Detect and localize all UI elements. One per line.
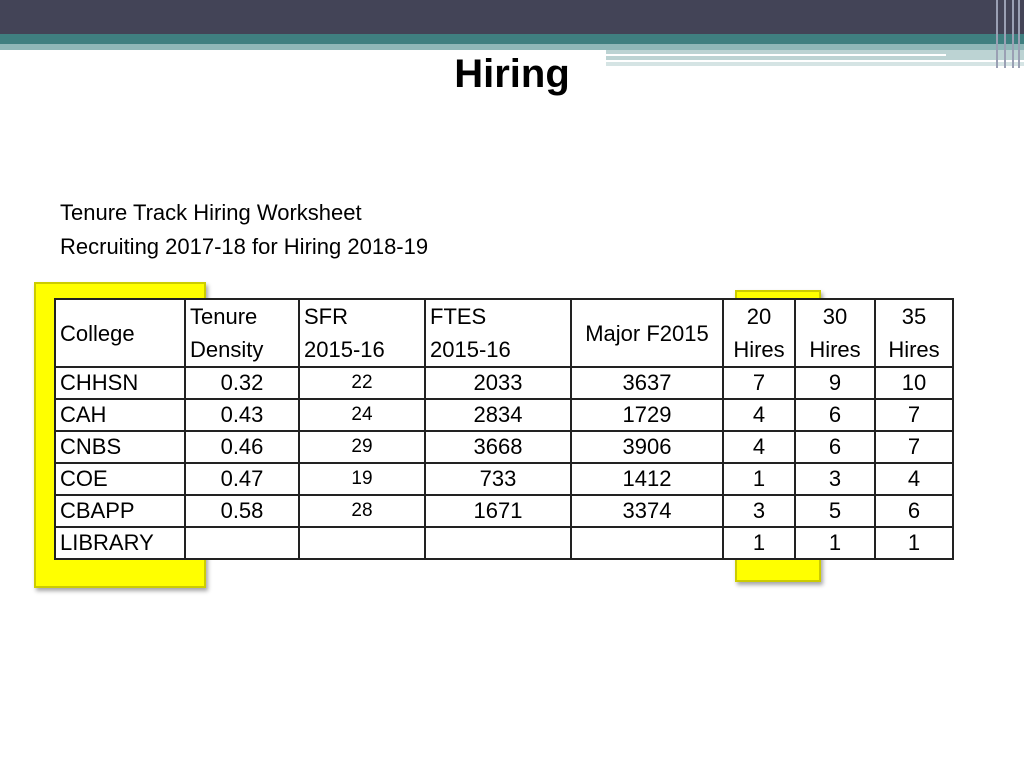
header-major: Major F2015 xyxy=(570,298,724,368)
slide-accent-band-light xyxy=(0,44,1024,50)
decor-line xyxy=(1018,0,1020,68)
cell-30-hires: 9 xyxy=(794,366,876,400)
header-ftes-l1: FTES xyxy=(430,304,487,329)
decor-line xyxy=(1012,0,1014,68)
decor-line xyxy=(1004,0,1006,68)
cell-20-hires: 1 xyxy=(722,526,796,560)
cell-20-hires: 4 xyxy=(722,430,796,464)
cell-30-hires: 6 xyxy=(794,398,876,432)
header-ftes-l2: 2015-16 xyxy=(430,337,511,362)
cell-sfr: 24 xyxy=(298,398,426,432)
decor-line xyxy=(996,0,998,68)
cell-sfr xyxy=(298,526,426,560)
cell-ftes: 2834 xyxy=(424,398,572,432)
header-20-hires: 20 Hires xyxy=(722,298,796,368)
header-30-l2: Hires xyxy=(809,337,861,362)
table-header-row: College Tenure Density SFR 2015-16 FTES … xyxy=(54,298,954,368)
header-20-l1: 20 xyxy=(746,304,772,329)
header-30-l1: 30 xyxy=(822,304,848,329)
cell-35-hires: 1 xyxy=(874,526,954,560)
table-row: CHHSN 0.32 22 2033 3637 7 9 10 xyxy=(54,366,954,400)
cell-20-hires: 1 xyxy=(722,462,796,496)
cell-ftes xyxy=(424,526,572,560)
cell-sfr: 19 xyxy=(298,462,426,496)
header-35-l2: Hires xyxy=(888,337,940,362)
cell-35-hires: 7 xyxy=(874,398,954,432)
cell-major: 1412 xyxy=(570,462,724,496)
cell-ftes: 3668 xyxy=(424,430,572,464)
header-tenure-l2: Density xyxy=(190,337,264,362)
cell-30-hires: 3 xyxy=(794,462,876,496)
cell-ftes: 1671 xyxy=(424,494,572,528)
header-tenure-l1: Tenure xyxy=(190,304,258,329)
cell-college: CNBS xyxy=(54,430,186,464)
table-row: CNBS 0.46 29 3668 3906 4 6 7 xyxy=(54,430,954,464)
worksheet-subtitle: Recruiting 2017-18 for Hiring 2018-19 xyxy=(60,234,429,259)
cell-sfr: 22 xyxy=(298,366,426,400)
cell-college: CHHSN xyxy=(54,366,186,400)
cell-college: CBAPP xyxy=(54,494,186,528)
header-sfr-l2: 2015-16 xyxy=(304,337,385,362)
cell-tenure: 0.43 xyxy=(184,398,300,432)
cell-major: 3374 xyxy=(570,494,724,528)
cell-sfr: 28 xyxy=(298,494,426,528)
cell-tenure: 0.46 xyxy=(184,430,300,464)
cell-ftes: 733 xyxy=(424,462,572,496)
cell-ftes: 2033 xyxy=(424,366,572,400)
header-sfr: SFR 2015-16 xyxy=(298,298,426,368)
table-row: CAH 0.43 24 2834 1729 4 6 7 xyxy=(54,398,954,432)
cell-35-hires: 4 xyxy=(874,462,954,496)
slide-accent-band xyxy=(0,34,1024,44)
cell-20-hires: 4 xyxy=(722,398,796,432)
cell-tenure: 0.58 xyxy=(184,494,300,528)
header-sfr-l1: SFR xyxy=(304,304,348,329)
header-35-l1: 35 xyxy=(901,304,927,329)
cell-35-hires: 10 xyxy=(874,366,954,400)
cell-major xyxy=(570,526,724,560)
cell-college: COE xyxy=(54,462,186,496)
header-tenure-density: Tenure Density xyxy=(184,298,300,368)
cell-sfr: 29 xyxy=(298,430,426,464)
table-row: CBAPP 0.58 28 1671 3374 3 5 6 xyxy=(54,494,954,528)
slide-header-bar xyxy=(0,0,1024,34)
hiring-table: College Tenure Density SFR 2015-16 FTES … xyxy=(54,298,954,560)
cell-major: 3906 xyxy=(570,430,724,464)
table-row: LIBRARY 1 1 1 xyxy=(54,526,954,560)
header-20-l2: Hires xyxy=(733,337,785,362)
cell-20-hires: 3 xyxy=(722,494,796,528)
worksheet-title: Tenure Track Hiring Worksheet xyxy=(60,200,362,225)
cell-tenure: 0.47 xyxy=(184,462,300,496)
cell-college: CAH xyxy=(54,398,186,432)
slide-title: Hiring xyxy=(454,52,570,96)
header-ftes: FTES 2015-16 xyxy=(424,298,572,368)
cell-major: 3637 xyxy=(570,366,724,400)
header-35-hires: 35 Hires xyxy=(874,298,954,368)
cell-20-hires: 7 xyxy=(722,366,796,400)
table-row: COE 0.47 19 733 1412 1 3 4 xyxy=(54,462,954,496)
cell-30-hires: 6 xyxy=(794,430,876,464)
cell-30-hires: 5 xyxy=(794,494,876,528)
header-college: College xyxy=(54,298,186,368)
cell-major: 1729 xyxy=(570,398,724,432)
slide-accent-line xyxy=(606,54,946,56)
cell-30-hires: 1 xyxy=(794,526,876,560)
cell-35-hires: 7 xyxy=(874,430,954,464)
header-30-hires: 30 Hires xyxy=(794,298,876,368)
slide-accent-band-right-lower xyxy=(606,62,1024,66)
cell-tenure: 0.32 xyxy=(184,366,300,400)
cell-35-hires: 6 xyxy=(874,494,954,528)
cell-college: LIBRARY xyxy=(54,526,186,560)
cell-tenure xyxy=(184,526,300,560)
